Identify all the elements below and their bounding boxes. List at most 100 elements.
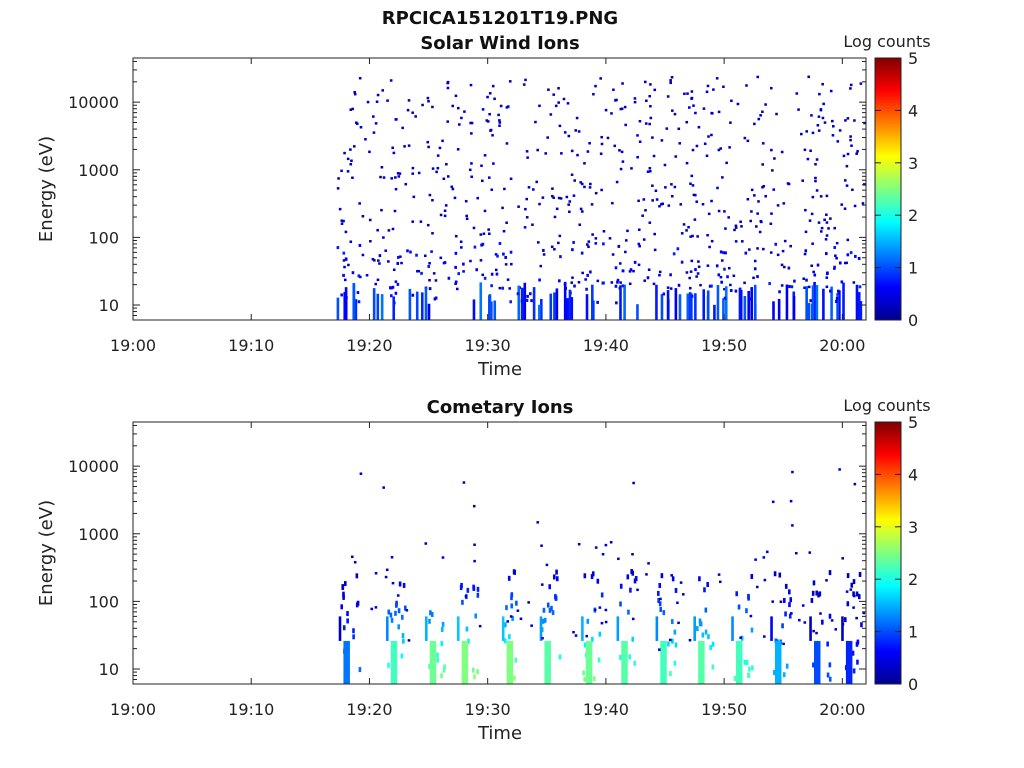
data-cell	[638, 244, 641, 248]
data-cell	[460, 116, 463, 120]
data-cell	[429, 640, 437, 684]
data-cell	[841, 557, 845, 560]
data-cell	[429, 610, 432, 616]
data-cell	[828, 613, 832, 619]
data-cell	[515, 600, 518, 606]
data-cell	[510, 603, 514, 609]
data-cell	[454, 251, 458, 255]
data-cell	[492, 162, 495, 165]
data-cell	[594, 546, 598, 549]
data-cell	[739, 220, 742, 224]
data-cell	[524, 78, 527, 82]
data-cell	[743, 659, 747, 665]
data-cell	[407, 144, 411, 147]
data-cell	[715, 264, 719, 268]
data-cell	[451, 187, 455, 191]
data-cell	[600, 135, 604, 139]
data-cell	[820, 226, 824, 230]
data-cell	[482, 232, 486, 235]
data-cell	[720, 259, 724, 262]
data-cell	[618, 262, 622, 265]
data-cell	[857, 594, 861, 600]
data-cell	[669, 273, 672, 277]
data-cell	[819, 612, 822, 615]
data-cell	[849, 135, 852, 138]
data-cell	[614, 266, 618, 270]
data-cell	[392, 268, 396, 272]
data-cell	[506, 278, 510, 281]
data-cell	[583, 676, 586, 682]
plot-frame	[132, 57, 867, 321]
data-cell	[469, 121, 472, 125]
data-cell	[527, 601, 530, 604]
data-cell	[658, 648, 661, 651]
data-cell	[828, 676, 832, 682]
data-cell	[693, 616, 696, 641]
data-cell	[733, 228, 736, 232]
data-cell	[804, 249, 808, 253]
data-cell	[846, 253, 850, 257]
data-cell	[731, 616, 734, 641]
x-tick-label: 19:10	[228, 336, 274, 355]
data-cell	[604, 543, 608, 547]
data-cell	[430, 612, 434, 618]
data-cell	[701, 632, 705, 638]
data-cell	[590, 203, 594, 206]
y-tick-label: 100	[88, 592, 119, 611]
data-cell	[353, 92, 357, 96]
data-cell	[592, 676, 596, 682]
data-cell	[455, 287, 459, 291]
data-cell	[505, 605, 508, 611]
data-cell	[557, 87, 560, 90]
data-cell	[660, 203, 663, 206]
data-cell	[666, 290, 670, 320]
data-cell	[609, 540, 613, 544]
data-cell	[744, 251, 748, 255]
data-cell	[602, 242, 605, 246]
data-cell	[718, 580, 722, 584]
data-cell	[560, 152, 563, 155]
data-cell	[551, 610, 555, 616]
data-cell	[440, 673, 443, 679]
colorbar-tick-label: 3	[908, 518, 918, 537]
data-cell	[364, 138, 367, 141]
data-cell	[747, 672, 750, 678]
data-cell	[788, 602, 791, 608]
data-cell	[849, 83, 853, 87]
data-cell	[829, 217, 832, 220]
data-cell	[662, 610, 666, 616]
data-cell	[568, 200, 572, 203]
data-cell	[804, 208, 807, 212]
data-cell	[835, 299, 838, 303]
data-cell	[390, 617, 394, 623]
data-cell	[733, 675, 737, 681]
data-cell	[488, 92, 492, 95]
data-cell	[616, 616, 620, 641]
colorbar-tick-label: 2	[908, 206, 918, 225]
data-cell	[517, 205, 520, 208]
data-cell	[814, 176, 817, 180]
data-cell	[624, 239, 628, 242]
data-cell	[755, 585, 759, 589]
data-cell	[673, 629, 677, 635]
data-cell	[858, 285, 862, 289]
data-cell	[392, 151, 396, 155]
data-cell	[409, 250, 412, 254]
data-cell	[679, 581, 683, 584]
data-cell	[628, 654, 631, 660]
data-cell	[504, 263, 508, 266]
data-cell	[648, 221, 652, 224]
data-cell	[630, 569, 633, 575]
data-cell	[659, 597, 662, 601]
data-cell	[573, 179, 577, 182]
data-cell	[524, 207, 527, 211]
data-cell	[446, 120, 450, 123]
data-cell	[454, 234, 458, 238]
data-cell	[637, 199, 640, 203]
data-cell	[596, 300, 599, 304]
data-cell	[624, 250, 627, 254]
data-cell	[632, 269, 635, 273]
data-cell	[369, 239, 372, 243]
data-cell	[504, 255, 507, 259]
data-cell	[336, 187, 340, 190]
